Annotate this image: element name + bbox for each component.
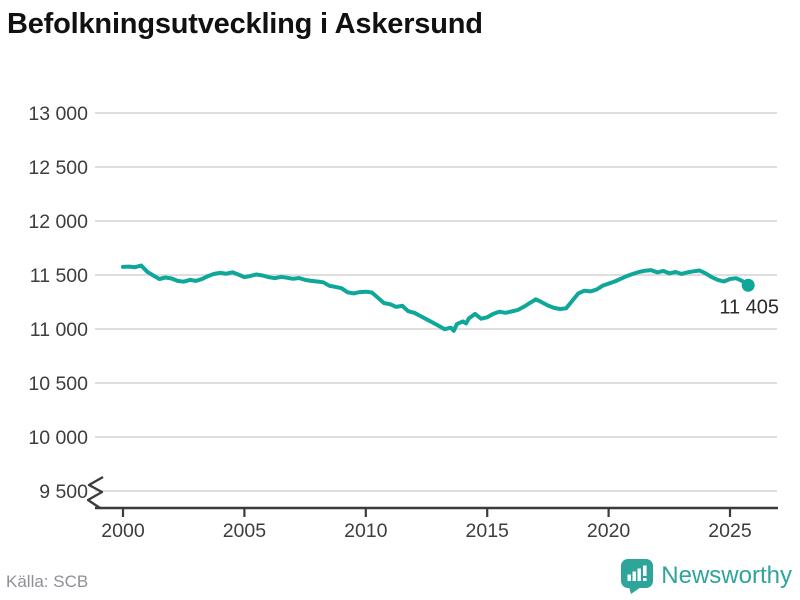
x-tick-label: 2005	[223, 520, 267, 542]
brand-name: Newsworthy	[661, 562, 792, 589]
y-tick-label: 10 000	[28, 427, 88, 449]
bubble-tail	[629, 587, 642, 594]
y-tick-label: 12 000	[28, 211, 88, 233]
y-tick-label: 9 500	[39, 481, 88, 503]
y-tick-label: 10 500	[28, 373, 88, 395]
x-tick-label: 2020	[587, 520, 631, 542]
bubble-shape	[621, 559, 654, 588]
x-tick-label: 2010	[344, 520, 388, 542]
x-tick-label: 2015	[466, 520, 510, 542]
exclamation-dot	[643, 578, 647, 581]
bar-2	[632, 571, 637, 581]
population-line	[121, 263, 751, 333]
y-tick-label: 12 500	[28, 157, 88, 179]
source-note: Källa: SCB	[6, 572, 89, 591]
bar-1	[627, 574, 632, 581]
newsworthy-bubble-chart-icon	[621, 559, 654, 594]
y-tick-label: 11 000	[30, 319, 88, 341]
exclamation-bar	[643, 565, 647, 576]
bar-3	[637, 568, 642, 581]
y-axis-break	[86, 475, 104, 509]
y-tick-label: 11 500	[30, 265, 88, 287]
x-tick-label: 2025	[708, 520, 752, 542]
newsworthy-logo: Newsworthy	[620, 558, 792, 594]
page-title: Befolkningsutveckling i Askersund	[7, 8, 483, 40]
end-point-label: 11 405	[719, 296, 779, 318]
y-tick-label: 13 000	[28, 103, 88, 125]
end-point-marker	[741, 278, 755, 292]
x-tick-label: 2000	[101, 520, 145, 542]
